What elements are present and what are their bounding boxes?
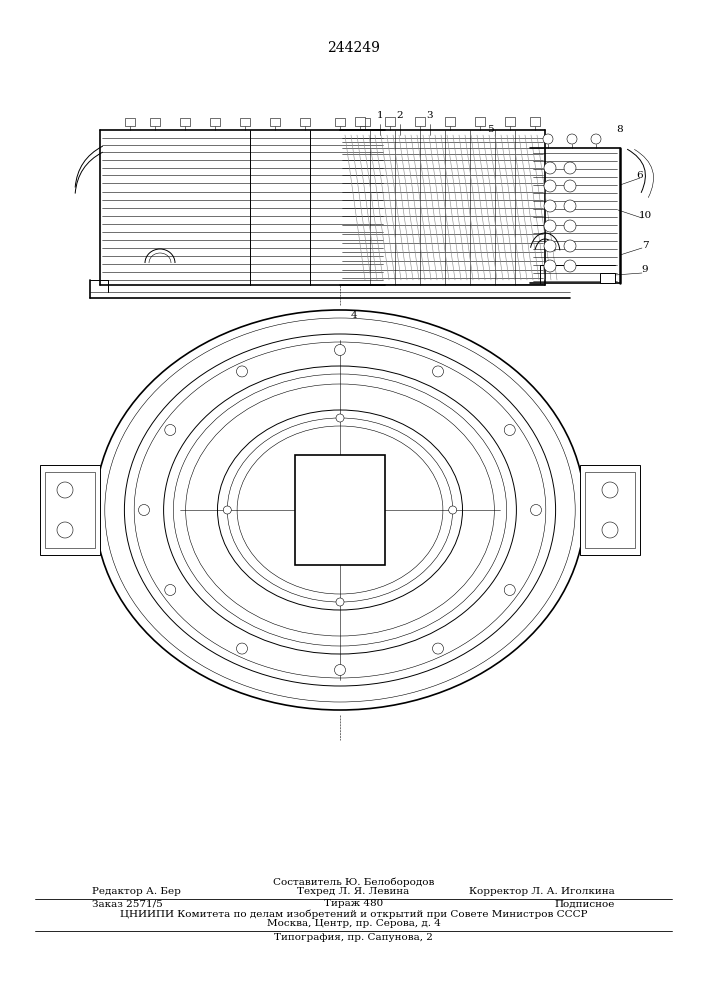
Circle shape <box>336 414 344 422</box>
Bar <box>300 118 310 126</box>
Circle shape <box>564 162 576 174</box>
Bar <box>335 118 345 126</box>
Bar <box>240 118 250 126</box>
Text: Редактор А. Бер: Редактор А. Бер <box>92 888 181 896</box>
Circle shape <box>543 134 553 144</box>
Bar <box>270 118 280 126</box>
Text: 1: 1 <box>377 110 383 119</box>
Text: 9: 9 <box>642 265 648 274</box>
Circle shape <box>57 522 73 538</box>
Circle shape <box>544 180 556 192</box>
Bar <box>45 472 95 548</box>
Text: 244249: 244249 <box>327 41 380 55</box>
Text: 8: 8 <box>617 125 624 134</box>
Bar <box>150 118 160 126</box>
Circle shape <box>544 240 556 252</box>
Circle shape <box>567 134 577 144</box>
Bar <box>355 117 365 126</box>
Circle shape <box>564 180 576 192</box>
Circle shape <box>564 240 576 252</box>
Ellipse shape <box>95 310 585 710</box>
Bar <box>530 117 540 126</box>
Circle shape <box>564 260 576 272</box>
Circle shape <box>165 584 176 595</box>
Bar <box>415 117 425 126</box>
Circle shape <box>544 200 556 212</box>
Bar <box>600 273 615 283</box>
Text: 7: 7 <box>642 240 648 249</box>
Circle shape <box>449 506 457 514</box>
Circle shape <box>504 424 515 436</box>
Circle shape <box>165 424 176 436</box>
Circle shape <box>334 664 346 676</box>
Bar <box>180 118 190 126</box>
Circle shape <box>334 344 346 356</box>
Circle shape <box>433 643 443 654</box>
Circle shape <box>223 506 231 514</box>
Text: Москва, Центр, пр. Серова, д. 4: Москва, Центр, пр. Серова, д. 4 <box>267 918 440 928</box>
Circle shape <box>544 162 556 174</box>
Text: ЦНИИПИ Комитета по делам изобретений и открытий при Совете Министров СССР: ЦНИИПИ Комитета по делам изобретений и о… <box>119 909 588 919</box>
Circle shape <box>602 482 618 498</box>
Bar <box>505 117 515 126</box>
Text: Техред Л. Я. Левина: Техред Л. Я. Левина <box>298 888 409 896</box>
Circle shape <box>544 220 556 232</box>
Text: Составитель Ю. Белобородов: Составитель Ю. Белобородов <box>273 877 434 887</box>
Text: Типография, пр. Сапунова, 2: Типография, пр. Сапунова, 2 <box>274 932 433 942</box>
Bar <box>445 117 455 126</box>
Bar <box>210 118 220 126</box>
Circle shape <box>602 522 618 538</box>
Text: Корректор Л. А. Иголкина: Корректор Л. А. Иголкина <box>469 888 615 896</box>
Text: 4: 4 <box>351 310 357 320</box>
Bar <box>295 455 385 565</box>
Circle shape <box>139 504 149 516</box>
Bar <box>40 465 100 555</box>
Text: 5: 5 <box>486 125 493 134</box>
Bar <box>585 472 635 548</box>
Text: Заказ 2571/5: Заказ 2571/5 <box>92 900 163 908</box>
Bar <box>475 117 485 126</box>
Circle shape <box>564 220 576 232</box>
Circle shape <box>237 643 247 654</box>
Text: 2: 2 <box>397 110 403 119</box>
Bar <box>385 117 395 126</box>
Circle shape <box>504 584 515 595</box>
Circle shape <box>530 504 542 516</box>
Circle shape <box>591 134 601 144</box>
Text: 10: 10 <box>638 211 652 220</box>
Bar <box>580 465 640 555</box>
Circle shape <box>544 260 556 272</box>
Text: 3: 3 <box>427 110 433 119</box>
Circle shape <box>433 366 443 377</box>
Circle shape <box>57 482 73 498</box>
Circle shape <box>336 598 344 606</box>
Circle shape <box>237 366 247 377</box>
Bar <box>125 118 135 126</box>
Text: Тираж 480: Тираж 480 <box>324 900 383 908</box>
Text: 6: 6 <box>637 170 643 180</box>
Circle shape <box>564 200 576 212</box>
Bar <box>360 118 370 126</box>
Text: Подписное: Подписное <box>555 900 615 908</box>
